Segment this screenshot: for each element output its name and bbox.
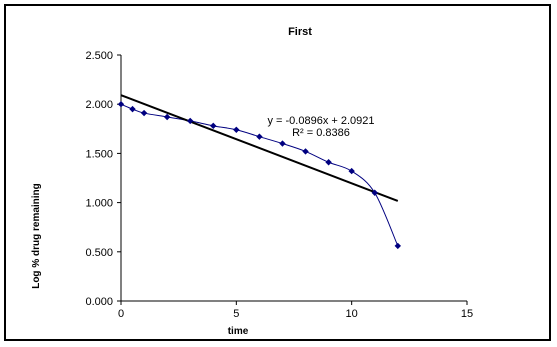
data-point bbox=[371, 189, 378, 196]
x-tick-label: 10 bbox=[346, 308, 358, 320]
x-axis-title: time bbox=[228, 326, 249, 337]
y-tick-label: 2.000 bbox=[85, 99, 113, 111]
data-point bbox=[256, 133, 263, 140]
x-tick-label: 5 bbox=[233, 308, 239, 320]
y-tick-label: 1.500 bbox=[85, 148, 113, 160]
trendline bbox=[120, 94, 399, 202]
data-point bbox=[348, 167, 355, 175]
y-tick-label: 0.500 bbox=[85, 247, 113, 259]
data-point bbox=[233, 126, 240, 133]
data-point bbox=[210, 122, 217, 130]
y-tick-label: 1.000 bbox=[85, 198, 113, 210]
data-point bbox=[187, 117, 194, 125]
x-tick-label: 0 bbox=[118, 308, 124, 320]
data-point bbox=[117, 101, 125, 108]
y-tick-label: 0.000 bbox=[85, 296, 113, 308]
data-points bbox=[117, 101, 401, 250]
y-tick-label: 2.500 bbox=[85, 50, 113, 62]
y-axis-ticks: 0.000 0.500 1.000 1.500 2.000 2.500 bbox=[85, 50, 121, 308]
scatter-chart: First 0.000 0.500 1.000 1.500 2.000 2.500 0 5 1… bbox=[31, 26, 473, 337]
data-point bbox=[394, 242, 401, 250]
data-point bbox=[325, 159, 332, 166]
data-point bbox=[279, 140, 286, 147]
data-point bbox=[140, 109, 148, 117]
x-axis-ticks: 0 5 10 15 bbox=[118, 301, 473, 320]
data-point bbox=[163, 113, 171, 121]
data-point bbox=[129, 105, 136, 113]
chart-title: First bbox=[288, 26, 312, 38]
x-tick-label: 15 bbox=[461, 308, 473, 320]
data-point bbox=[302, 148, 309, 155]
trend-equation: y = -0.0896x + 2.0921 bbox=[267, 115, 374, 127]
chart-frame: First 0.000 0.500 1.000 1.500 2.000 2.500 0 5 1… bbox=[4, 4, 551, 341]
r-squared: R² = 0.8386 bbox=[292, 127, 350, 139]
y-axis-title: Log % drug remaining bbox=[31, 183, 42, 289]
